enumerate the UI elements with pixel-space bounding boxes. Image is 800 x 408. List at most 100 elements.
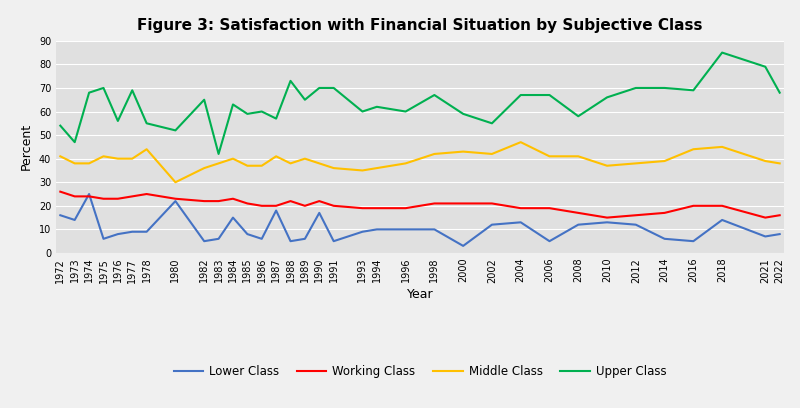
Middle Class: [689, 147, 698, 152]
Upper Class: [574, 114, 583, 119]
Working Class: [545, 206, 554, 211]
Upper Class: [545, 93, 554, 98]
Working Class: [170, 196, 180, 201]
Middle Class: [372, 166, 382, 171]
Line: Upper Class: Upper Class: [60, 53, 780, 154]
Middle Class: [286, 161, 295, 166]
Working Class: [358, 206, 367, 211]
Middle Class: [142, 147, 151, 152]
Lower Class: [761, 234, 770, 239]
Upper Class: [228, 102, 238, 107]
Middle Class: [84, 161, 94, 166]
Upper Class: [372, 104, 382, 109]
Lower Class: [170, 199, 180, 204]
Middle Class: [300, 156, 310, 161]
Middle Class: [55, 154, 65, 159]
Upper Class: [516, 93, 526, 98]
Upper Class: [689, 88, 698, 93]
Middle Class: [430, 151, 439, 156]
Lower Class: [113, 232, 122, 237]
Lower Class: [401, 227, 410, 232]
Middle Class: [257, 163, 266, 168]
Lower Class: [372, 227, 382, 232]
Middle Class: [242, 163, 252, 168]
Working Class: [689, 203, 698, 208]
Lower Class: [55, 213, 65, 218]
Lower Class: [199, 239, 209, 244]
Working Class: [55, 189, 65, 194]
Upper Class: [631, 86, 641, 91]
Working Class: [660, 211, 670, 215]
Lower Class: [689, 239, 698, 244]
Middle Class: [631, 161, 641, 166]
Lower Class: [775, 232, 785, 237]
Working Class: [631, 213, 641, 218]
Middle Class: [516, 140, 526, 144]
Line: Middle Class: Middle Class: [60, 142, 780, 182]
Upper Class: [127, 88, 137, 93]
Middle Class: [458, 149, 468, 154]
Working Class: [574, 211, 583, 215]
Upper Class: [487, 121, 497, 126]
Line: Working Class: Working Class: [60, 192, 780, 217]
Lower Class: [430, 227, 439, 232]
Middle Class: [228, 156, 238, 161]
Middle Class: [70, 161, 79, 166]
Lower Class: [228, 215, 238, 220]
Y-axis label: Percent: Percent: [20, 123, 34, 171]
Upper Class: [761, 64, 770, 69]
Lower Class: [358, 229, 367, 234]
Working Class: [372, 206, 382, 211]
Working Class: [300, 203, 310, 208]
Working Class: [271, 203, 281, 208]
Lower Class: [660, 236, 670, 241]
Working Class: [113, 196, 122, 201]
Working Class: [458, 201, 468, 206]
X-axis label: Year: Year: [406, 288, 434, 301]
Middle Class: [545, 154, 554, 159]
Upper Class: [142, 121, 151, 126]
Middle Class: [718, 144, 727, 149]
Middle Class: [358, 168, 367, 173]
Middle Class: [775, 161, 785, 166]
Middle Class: [314, 161, 324, 166]
Upper Class: [242, 111, 252, 116]
Upper Class: [314, 86, 324, 91]
Working Class: [127, 194, 137, 199]
Lower Class: [314, 211, 324, 215]
Upper Class: [271, 116, 281, 121]
Working Class: [98, 196, 108, 201]
Upper Class: [84, 90, 94, 95]
Lower Class: [98, 236, 108, 241]
Working Class: [487, 201, 497, 206]
Lower Class: [574, 222, 583, 227]
Lower Class: [142, 229, 151, 234]
Upper Class: [358, 109, 367, 114]
Upper Class: [602, 95, 612, 100]
Lower Class: [84, 192, 94, 197]
Lower Class: [487, 222, 497, 227]
Middle Class: [761, 159, 770, 164]
Middle Class: [271, 154, 281, 159]
Working Class: [602, 215, 612, 220]
Working Class: [84, 194, 94, 199]
Line: Lower Class: Lower Class: [60, 194, 780, 246]
Lower Class: [286, 239, 295, 244]
Upper Class: [401, 109, 410, 114]
Legend: Lower Class, Working Class, Middle Class, Upper Class: Lower Class, Working Class, Middle Class…: [169, 361, 671, 383]
Upper Class: [329, 86, 338, 91]
Middle Class: [660, 159, 670, 164]
Upper Class: [214, 151, 223, 156]
Lower Class: [300, 236, 310, 241]
Upper Class: [199, 97, 209, 102]
Middle Class: [329, 166, 338, 171]
Lower Class: [70, 217, 79, 222]
Lower Class: [214, 236, 223, 241]
Lower Class: [631, 222, 641, 227]
Working Class: [228, 196, 238, 201]
Middle Class: [401, 161, 410, 166]
Working Class: [214, 199, 223, 204]
Working Class: [314, 199, 324, 204]
Lower Class: [127, 229, 137, 234]
Lower Class: [257, 236, 266, 241]
